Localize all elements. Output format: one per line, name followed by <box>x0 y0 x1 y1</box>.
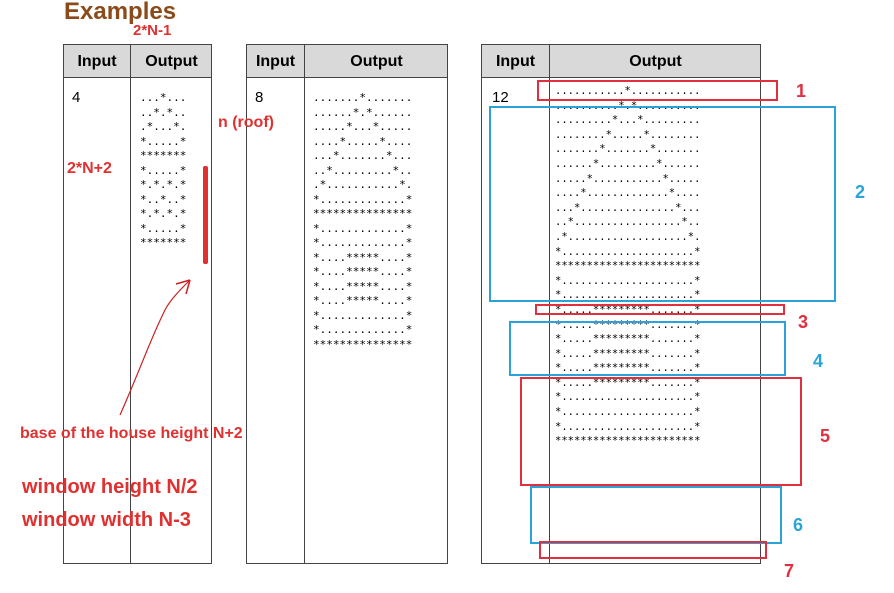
arrow-icon <box>119 279 191 416</box>
input-value: 4 <box>72 89 81 106</box>
output-header: Output <box>629 53 682 70</box>
page-title: Examples <box>64 0 177 25</box>
table-header <box>482 45 760 78</box>
section-box-1 <box>537 80 778 101</box>
section-number-5: 5 <box>820 426 831 446</box>
table-header <box>64 45 211 78</box>
section-box-2 <box>489 106 836 302</box>
section-number-7: 7 <box>784 561 795 581</box>
roof-label: n (roof) <box>218 114 274 131</box>
input-value: 8 <box>255 89 264 106</box>
section-box-4 <box>509 321 786 376</box>
section-number-2: 2 <box>855 182 866 202</box>
input-header: Input <box>77 53 117 70</box>
section-number-4: 4 <box>813 351 824 371</box>
output-value: .......*....... ......*.*...... .....*..… <box>313 91 413 351</box>
output-header: Output <box>145 53 198 70</box>
example-table-3: Input Output 12 ...........*........... … <box>481 44 761 564</box>
input-header: Input <box>255 53 296 70</box>
section-box-3 <box>535 304 785 315</box>
section-number-3: 3 <box>798 312 809 332</box>
window-width-label: window width N-3 <box>22 509 191 531</box>
side-formula-label: 2*N+2 <box>67 160 112 177</box>
section-number-1: 1 <box>796 81 807 101</box>
section-box-7 <box>539 541 767 559</box>
input-value: 12 <box>492 89 509 106</box>
input-header: Input <box>495 53 536 70</box>
table-header <box>247 45 447 78</box>
example-table-1: Input Output 4 ...*... ..*.*.. .*...*. *… <box>63 44 212 564</box>
base-height-label: base of the house height N+2 <box>20 425 243 442</box>
example-table-2: Input Output 8 .......*....... ......*.*… <box>246 44 448 564</box>
output-value: ...*... ..*.*.. .*...*. *.....* ******* … <box>140 91 187 249</box>
window-height-label: window height N/2 <box>22 476 198 498</box>
section-number-6: 6 <box>793 515 804 535</box>
section-box-6 <box>530 486 782 544</box>
height-marker <box>203 166 208 264</box>
top-formula-label: 2*N-1 <box>133 22 172 39</box>
output-value: ...........*........... ..........*.*...… <box>555 85 701 448</box>
section-box-5 <box>520 377 802 486</box>
output-header: Output <box>350 53 403 70</box>
